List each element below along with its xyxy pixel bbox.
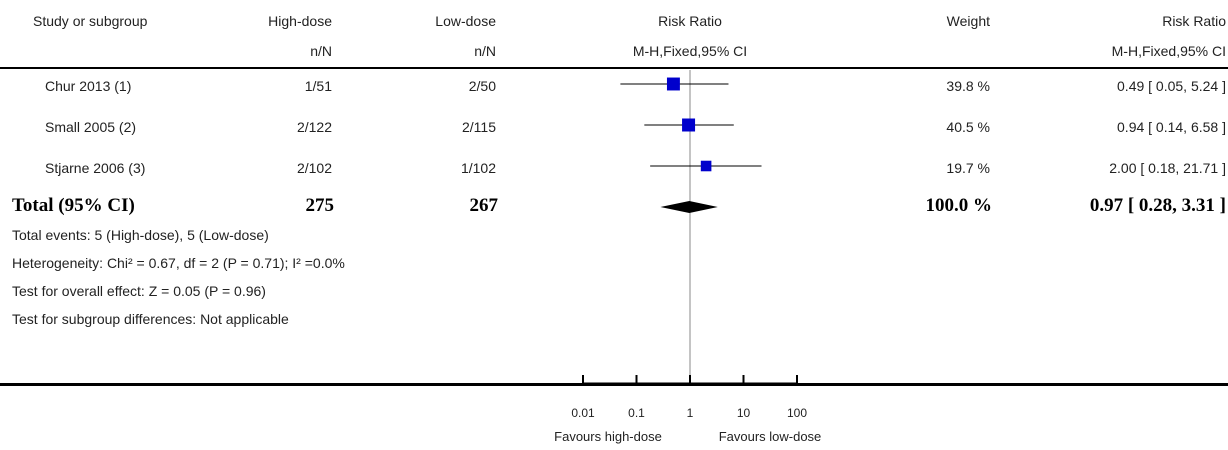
study-low-dose: 2/50 [468,78,496,94]
header-rr-title: Risk Ratio [1162,13,1226,29]
note-total-events: Total events: 5 (High-dose), 5 (Low-dose… [12,227,269,243]
study-high-dose: 2/122 [296,119,332,135]
study-low-dose: 2/115 [462,119,496,135]
x-tick-label: 1 [687,406,694,420]
study-weight: 19.7 % [946,160,990,176]
total-weight: 100.0 % [925,195,993,216]
study-high-dose: 1/51 [304,78,332,94]
header-high-dose: High-dose [268,13,332,29]
header-weight: Weight [946,13,990,29]
study-weight: 40.5 % [946,119,990,135]
header-low-dose-sub: n/N [474,43,496,59]
favours-high-dose-label: Favours high-dose [554,429,662,444]
note-heterogeneity: Heterogeneity: Chi² = 0.67, df = 2 (P = … [12,255,345,271]
x-tick-label: 0.1 [628,406,645,420]
study-ci: 2.00 [ 0.18, 21.71 ] [1109,160,1226,176]
study-ci: 0.94 [ 0.14, 6.58 ] [1117,119,1226,135]
study-name: Stjarne 2006 (3) [45,160,146,176]
header-rule [0,67,1228,69]
header-plot-title: Risk Ratio [658,13,722,29]
study-weight: 39.8 % [946,78,990,94]
study-marker [682,118,696,132]
study-name: Chur 2013 (1) [45,78,132,94]
total-low-dose: 267 [469,195,499,216]
favours-low-dose-label: Favours low-dose [718,429,822,444]
total-high-dose: 275 [305,195,335,216]
x-tick-label: 10 [737,406,751,420]
study-low-dose: 1/102 [460,160,496,176]
header-low-dose: Low-dose [435,13,496,29]
note-overall-effect: Test for overall effect: Z = 0.05 (P = 0… [12,283,266,299]
total-label: Total (95% CI) [12,195,135,216]
header-plot-sub: M-H,Fixed,95% CI [632,43,748,59]
header-high-dose-sub: n/N [310,43,332,59]
note-subgroup: Test for subgroup differences: Not appli… [12,311,289,327]
study-high-dose: 2/102 [296,160,332,176]
study-marker [666,77,680,91]
total-ci: 0.97 [ 0.28, 3.31 ] [1089,195,1226,216]
x-tick-label: 100 [787,406,807,420]
study-marker [700,160,712,172]
x-tick-label: 0.01 [571,406,595,420]
study-name: Small 2005 (2) [45,119,137,135]
header-rr-sub: M-H,Fixed,95% CI [1111,43,1226,59]
header-study: Study or subgroup [33,13,148,29]
pooled-diamond [660,201,718,213]
study-ci: 0.49 [ 0.05, 5.24 ] [1117,78,1226,94]
